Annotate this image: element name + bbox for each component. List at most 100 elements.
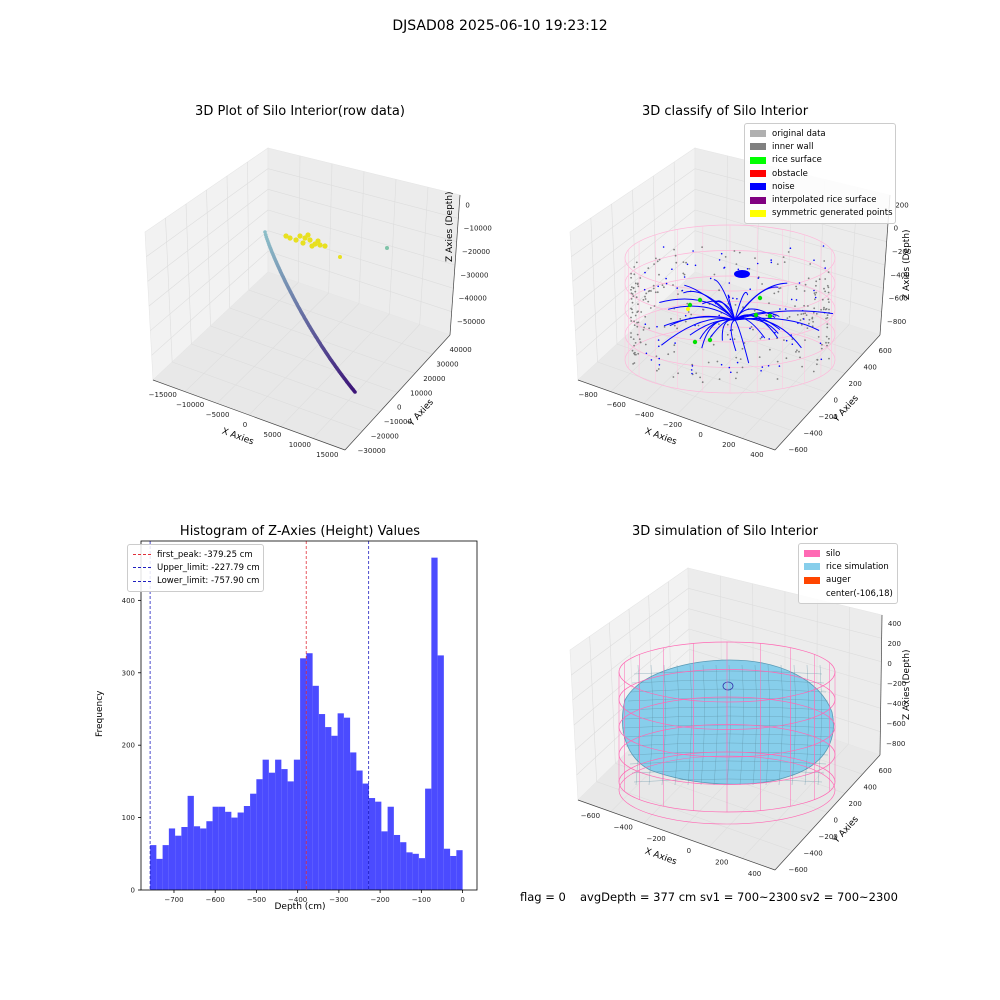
data-point bbox=[637, 321, 640, 324]
data-point bbox=[807, 277, 810, 280]
x-axis-line bbox=[577, 379, 776, 451]
data-point bbox=[681, 289, 684, 292]
rice-mesh-line bbox=[631, 769, 825, 774]
data-point bbox=[636, 311, 639, 313]
panel3-xlabel: Depth (cm) bbox=[274, 902, 326, 912]
data-point bbox=[630, 320, 633, 322]
x-tick-label: 0 bbox=[698, 431, 702, 439]
data-point bbox=[735, 263, 738, 265]
data-point bbox=[828, 337, 830, 340]
data-point bbox=[816, 359, 819, 361]
data-point bbox=[353, 390, 357, 394]
data-point bbox=[263, 230, 267, 234]
y-tick-label: 30000 bbox=[436, 361, 458, 369]
panel2-legend: original data inner wall rice surface ob… bbox=[744, 123, 896, 225]
histogram-bar bbox=[312, 685, 319, 890]
data-point bbox=[820, 308, 822, 311]
data-point bbox=[798, 282, 801, 284]
histogram-bar bbox=[156, 858, 163, 890]
data-point bbox=[734, 304, 737, 306]
data-point bbox=[795, 299, 798, 301]
data-point bbox=[684, 314, 687, 317]
panel4-plot: −600−400−2000200400−600−400−200020040060… bbox=[569, 567, 906, 878]
data-point bbox=[737, 268, 740, 271]
rice-mesh-line bbox=[625, 742, 831, 747]
data-point bbox=[634, 290, 637, 293]
data-point bbox=[817, 336, 820, 338]
data-point bbox=[827, 291, 830, 294]
data-point bbox=[644, 298, 647, 300]
data-point bbox=[804, 283, 807, 286]
legend-entry: inner wall bbox=[750, 140, 890, 153]
data-point bbox=[814, 296, 817, 299]
z-tick-label: 200 bbox=[895, 201, 908, 209]
data-point bbox=[813, 259, 815, 262]
data-point bbox=[642, 299, 645, 301]
data-point bbox=[767, 313, 773, 319]
histogram-bar bbox=[262, 759, 269, 890]
rice-mesh-line bbox=[627, 697, 829, 702]
plot-frame bbox=[140, 540, 478, 891]
data-point bbox=[674, 254, 677, 257]
x-tick-label: −700 bbox=[164, 896, 183, 904]
histogram-bar bbox=[206, 821, 213, 890]
data-point bbox=[808, 322, 810, 325]
histogram-bar bbox=[387, 806, 394, 890]
legend-line bbox=[133, 554, 151, 556]
y-tick-label: −400 bbox=[804, 849, 823, 857]
data-point bbox=[633, 344, 635, 347]
data-point bbox=[820, 358, 823, 361]
histogram-bar bbox=[368, 798, 376, 890]
data-point bbox=[753, 312, 759, 318]
data-point bbox=[786, 317, 789, 320]
data-point bbox=[768, 338, 770, 340]
legend-entry: first_peak: -379.25 cm bbox=[133, 548, 258, 561]
data-point bbox=[315, 238, 321, 244]
histogram-bar bbox=[437, 655, 444, 890]
y-tick-label: 20000 bbox=[423, 375, 445, 383]
data-point bbox=[657, 368, 660, 370]
data-point bbox=[813, 292, 816, 294]
z-tick-label: −10000 bbox=[464, 225, 492, 233]
histogram-bar bbox=[243, 806, 251, 890]
y-tick-label: −30000 bbox=[358, 447, 386, 455]
data-point bbox=[632, 295, 635, 298]
y-tick-label: 200 bbox=[849, 380, 862, 388]
data-point bbox=[816, 363, 818, 366]
data-point bbox=[283, 233, 289, 239]
histogram-bar bbox=[443, 848, 451, 890]
data-point bbox=[672, 284, 674, 286]
data-point bbox=[720, 252, 723, 255]
histogram-reference-lines bbox=[149, 541, 370, 890]
legend-swatch bbox=[804, 550, 820, 558]
grid-line bbox=[248, 289, 433, 355]
data-point bbox=[732, 297, 734, 300]
data-point bbox=[813, 289, 815, 292]
histogram-bar bbox=[281, 769, 288, 890]
data-point bbox=[826, 344, 828, 347]
data-point bbox=[814, 293, 817, 296]
data-point bbox=[634, 314, 637, 317]
histogram-bar bbox=[187, 795, 194, 890]
rice-mesh-line bbox=[629, 688, 827, 693]
legend-swatch bbox=[804, 576, 820, 584]
data-point bbox=[632, 286, 635, 289]
data-point bbox=[770, 259, 772, 261]
data-point bbox=[785, 339, 788, 342]
data-point bbox=[806, 327, 809, 329]
data-point bbox=[777, 290, 780, 293]
data-point bbox=[770, 261, 773, 264]
data-point bbox=[768, 302, 770, 305]
histogram-bar bbox=[175, 835, 182, 890]
legend-entry: rice simulation bbox=[804, 560, 892, 573]
data-point bbox=[633, 320, 635, 323]
data-point bbox=[713, 273, 716, 276]
data-point bbox=[673, 248, 675, 251]
panel3-title: Histogram of Z-Axies (Height) Values bbox=[179, 524, 421, 539]
x-tick-label: −400 bbox=[614, 824, 633, 832]
data-point bbox=[317, 242, 323, 248]
noise-curve bbox=[734, 318, 802, 349]
data-point bbox=[753, 309, 756, 312]
data-point bbox=[779, 287, 782, 289]
data-point bbox=[827, 298, 830, 301]
